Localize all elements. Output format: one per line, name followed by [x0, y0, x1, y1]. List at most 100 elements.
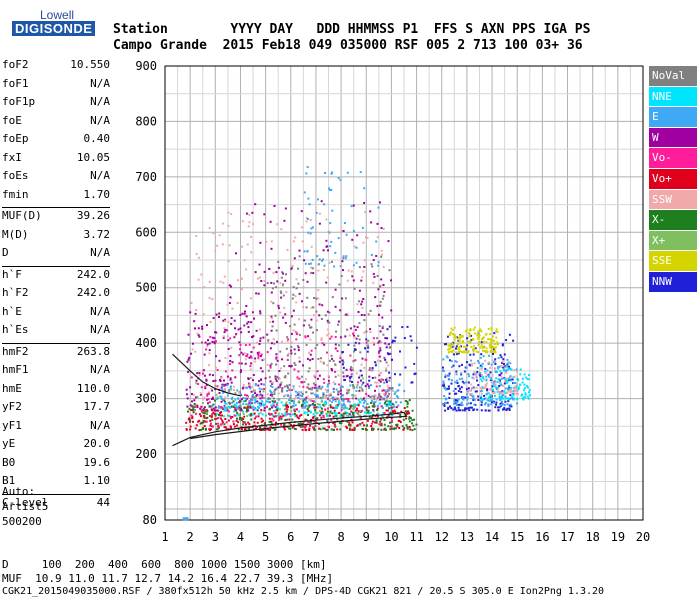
data-point	[334, 400, 337, 403]
data-point	[274, 376, 277, 379]
data-point	[194, 404, 197, 407]
data-point	[378, 374, 381, 377]
data-point	[506, 407, 509, 410]
data-point	[413, 373, 416, 376]
data-point	[497, 367, 500, 370]
data-point	[320, 400, 323, 403]
data-point	[311, 259, 314, 261]
data-point	[476, 371, 479, 373]
data-point	[413, 418, 416, 421]
param-row: foF1 N/A	[2, 77, 110, 96]
data-point	[329, 406, 332, 409]
data-point	[235, 419, 238, 422]
data-point	[234, 406, 237, 409]
data-point	[191, 420, 194, 423]
data-point	[318, 385, 321, 388]
data-point	[370, 253, 373, 256]
data-point	[298, 385, 301, 388]
data-point	[298, 410, 301, 413]
data-point	[304, 272, 307, 275]
data-point	[285, 401, 288, 404]
data-point	[196, 332, 199, 335]
data-point	[255, 329, 258, 332]
data-point	[492, 382, 495, 385]
data-point	[376, 274, 379, 277]
data-point	[246, 322, 249, 325]
data-point	[504, 395, 507, 398]
data-point	[375, 240, 378, 243]
data-point	[506, 403, 509, 406]
data-point	[406, 402, 409, 405]
data-point	[284, 321, 287, 324]
data-point	[257, 277, 259, 280]
data-point	[480, 367, 483, 370]
data-point	[194, 427, 197, 430]
data-point	[261, 413, 264, 416]
data-point	[259, 339, 262, 342]
data-point	[470, 346, 473, 348]
data-point	[331, 260, 333, 263]
data-point	[386, 409, 389, 412]
param-name: B1	[2, 474, 16, 487]
data-point	[192, 342, 194, 345]
x-tick-label: 7	[312, 530, 319, 544]
data-point	[387, 425, 390, 428]
data-point	[459, 334, 462, 337]
data-point	[333, 406, 336, 409]
data-point	[509, 379, 512, 382]
data-point	[356, 409, 359, 412]
data-point	[502, 384, 504, 387]
data-point	[270, 413, 273, 416]
data-point	[523, 373, 526, 376]
data-point	[324, 314, 327, 317]
data-point	[342, 400, 345, 403]
data-point	[346, 312, 349, 315]
data-point	[328, 414, 331, 417]
data-point	[334, 412, 337, 415]
data-point	[281, 358, 284, 361]
data-point	[495, 328, 498, 331]
data-point	[263, 426, 266, 428]
data-point	[213, 407, 216, 410]
data-point	[384, 427, 387, 430]
data-point	[208, 392, 210, 395]
data-point	[357, 334, 360, 337]
data-point	[504, 400, 507, 403]
data-point	[214, 414, 217, 417]
data-point	[375, 255, 378, 257]
data-point	[271, 394, 274, 397]
data-point	[243, 415, 246, 418]
data-point	[293, 413, 296, 415]
data-point	[396, 423, 399, 426]
data-point	[388, 403, 391, 406]
data-point	[405, 412, 408, 415]
data-point	[321, 259, 323, 262]
param-name: MUF(D)	[2, 209, 42, 222]
data-point	[203, 415, 205, 417]
data-point	[455, 351, 458, 354]
data-point	[288, 384, 291, 386]
data-point	[203, 396, 206, 399]
data-point	[516, 377, 519, 380]
data-point	[342, 394, 345, 397]
data-point	[502, 358, 505, 361]
data-point	[222, 319, 225, 322]
data-point	[283, 376, 286, 379]
data-point	[409, 335, 412, 338]
data-point	[479, 356, 482, 359]
data-point	[365, 409, 368, 411]
data-point	[337, 320, 340, 323]
data-point	[477, 329, 480, 332]
data-point	[310, 266, 313, 269]
data-point	[253, 412, 256, 415]
data-point	[342, 230, 345, 232]
data-point	[443, 383, 445, 386]
data-point	[274, 375, 277, 378]
param-separator	[2, 493, 110, 495]
data-point	[273, 342, 276, 345]
x-tick-label: 8	[337, 530, 344, 544]
data-point	[267, 369, 270, 372]
data-point	[451, 342, 454, 345]
data-point	[290, 346, 293, 348]
data-point	[524, 396, 527, 399]
